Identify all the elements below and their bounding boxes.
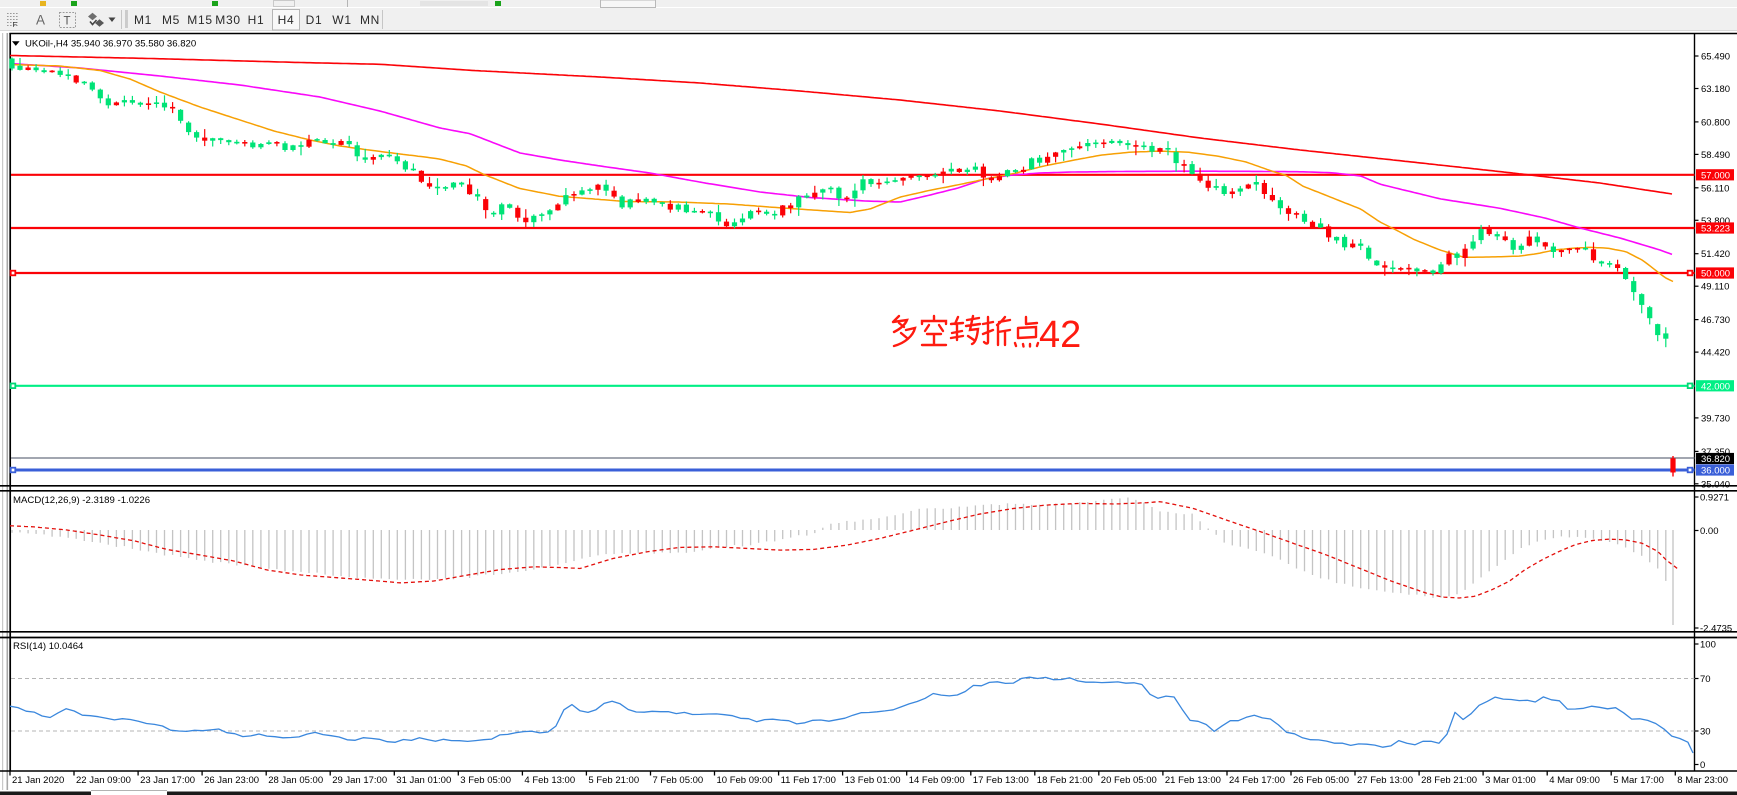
- svg-text:10 Feb 09:00: 10 Feb 09:00: [717, 775, 773, 786]
- svg-text:-2.4735: -2.4735: [1700, 624, 1732, 635]
- svg-text:A: A: [36, 13, 45, 28]
- svg-text:0.9271: 0.9271: [1700, 493, 1729, 504]
- svg-text:F: F: [13, 20, 18, 29]
- svg-text:51.420: 51.420: [1701, 249, 1730, 260]
- svg-text:7 Feb 05:00: 7 Feb 05:00: [653, 775, 704, 786]
- svg-text:5 Mar 17:00: 5 Mar 17:00: [1613, 775, 1664, 786]
- svg-text:MACD(12,26,9) -2.3189 -1.0226: MACD(12,26,9) -2.3189 -1.0226: [13, 495, 150, 506]
- svg-text:100: 100: [1700, 640, 1716, 651]
- svg-text:14 Feb 09:00: 14 Feb 09:00: [909, 775, 965, 786]
- svg-text:3 Mar 01:00: 3 Mar 01:00: [1485, 775, 1536, 786]
- svg-text:49.110: 49.110: [1701, 282, 1729, 293]
- svg-text:26 Feb 05:00: 26 Feb 05:00: [1293, 775, 1349, 786]
- svg-text:57.000: 57.000: [1701, 170, 1730, 181]
- svg-text:70: 70: [1700, 674, 1711, 685]
- svg-text:36.820: 36.820: [1701, 454, 1730, 465]
- svg-text:28 Jan 05:00: 28 Jan 05:00: [268, 775, 323, 786]
- svg-text:23 Jan 17:00: 23 Jan 17:00: [140, 775, 195, 786]
- svg-text:0.00: 0.00: [1700, 526, 1719, 537]
- svg-text:24 Feb 17:00: 24 Feb 17:00: [1229, 775, 1285, 786]
- svg-text:17 Feb 13:00: 17 Feb 13:00: [973, 775, 1029, 786]
- svg-text:W1: W1: [332, 13, 351, 27]
- svg-text:4 Feb 13:00: 4 Feb 13:00: [524, 775, 575, 786]
- svg-text:MN: MN: [360, 13, 380, 27]
- svg-text:8 Mar 23:00: 8 Mar 23:00: [1677, 775, 1728, 786]
- svg-text:44.420: 44.420: [1701, 348, 1730, 359]
- svg-text:RSI(14) 10.0464: RSI(14) 10.0464: [13, 641, 84, 652]
- svg-text:4 Mar 09:00: 4 Mar 09:00: [1549, 775, 1600, 786]
- svg-text:60.800: 60.800: [1701, 117, 1730, 128]
- svg-text:30: 30: [1700, 727, 1711, 738]
- svg-text:42.000: 42.000: [1701, 381, 1730, 392]
- svg-text:11 Feb 17:00: 11 Feb 17:00: [781, 775, 836, 786]
- svg-text:28 Feb 21:00: 28 Feb 21:00: [1421, 775, 1477, 786]
- svg-text:M1: M1: [134, 13, 152, 27]
- svg-text:M5: M5: [162, 13, 180, 27]
- svg-text:22 Jan 09:00: 22 Jan 09:00: [76, 775, 131, 786]
- svg-text:27 Feb 13:00: 27 Feb 13:00: [1357, 775, 1413, 786]
- svg-text:58.490: 58.490: [1701, 150, 1730, 161]
- svg-text:T: T: [64, 16, 71, 28]
- svg-text:65.490: 65.490: [1701, 52, 1730, 63]
- svg-text:UKOil-,H4 35.940 36.970 35.58: UKOil-,H4 35.940 36.970 35.580 36.820: [25, 39, 196, 50]
- svg-text:H1: H1: [248, 13, 265, 27]
- svg-text:37.350: 37.350: [1701, 447, 1730, 458]
- svg-text:21 Feb 13:00: 21 Feb 13:00: [1165, 775, 1221, 786]
- svg-text:M30: M30: [215, 13, 240, 27]
- svg-text:35.040: 35.040: [1701, 479, 1730, 490]
- svg-text:63.180: 63.180: [1701, 84, 1730, 95]
- svg-text:36.000: 36.000: [1701, 466, 1730, 477]
- svg-text:53.223: 53.223: [1701, 224, 1730, 235]
- svg-text:5 Feb 21:00: 5 Feb 21:00: [588, 775, 639, 786]
- svg-text:13 Feb 01:00: 13 Feb 01:00: [845, 775, 901, 786]
- svg-text:26 Jan 23:00: 26 Jan 23:00: [204, 775, 259, 786]
- svg-text:M15: M15: [187, 13, 212, 27]
- svg-text:21 Jan 2020: 21 Jan 2020: [12, 775, 64, 786]
- svg-text:18 Feb 21:00: 18 Feb 21:00: [1037, 775, 1093, 786]
- svg-text:50.000: 50.000: [1701, 269, 1730, 280]
- svg-text:D1: D1: [306, 13, 323, 27]
- svg-text:31 Jan 01:00: 31 Jan 01:00: [396, 775, 451, 786]
- svg-text:3 Feb 05:00: 3 Feb 05:00: [460, 775, 511, 786]
- svg-text:H4: H4: [278, 13, 295, 27]
- svg-text:39.730: 39.730: [1701, 413, 1730, 424]
- svg-text:56.110: 56.110: [1701, 183, 1729, 194]
- svg-text:29 Jan 17:00: 29 Jan 17:00: [332, 775, 387, 786]
- svg-text:46.730: 46.730: [1701, 315, 1730, 326]
- svg-text:0: 0: [1700, 760, 1705, 771]
- svg-text:20 Feb 05:00: 20 Feb 05:00: [1101, 775, 1157, 786]
- svg-text:42: 42: [1039, 314, 1081, 356]
- svg-text:53.800: 53.800: [1701, 216, 1730, 227]
